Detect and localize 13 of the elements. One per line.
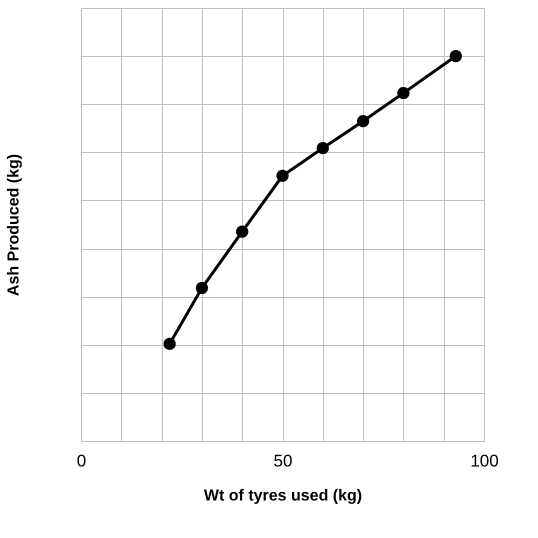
point	[276, 170, 289, 182]
x-tick-label: 100	[470, 452, 499, 470]
point	[356, 115, 370, 128]
x-tick-label: 50	[274, 452, 292, 470]
x-tick-label: 0	[76, 452, 86, 470]
x-axis-title: Wt of tyres used (kg)	[204, 488, 362, 504]
point	[397, 86, 410, 100]
point	[164, 338, 176, 350]
point	[450, 50, 462, 62]
point	[316, 142, 329, 154]
point	[236, 226, 248, 238]
y-axis-title: Ash Produced (kg)	[6, 154, 22, 296]
point	[196, 282, 208, 294]
